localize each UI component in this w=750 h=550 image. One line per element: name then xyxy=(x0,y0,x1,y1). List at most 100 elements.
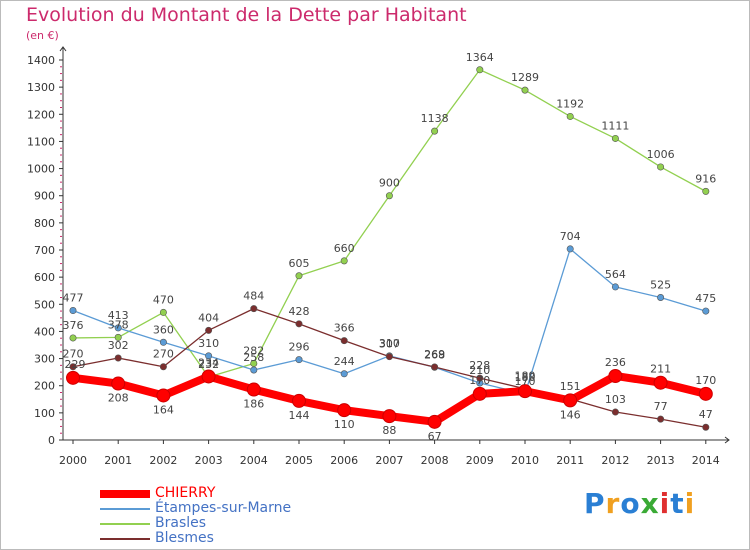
data-point-1 xyxy=(69,307,77,315)
legend-swatch-etampes xyxy=(100,507,150,510)
data-label-2: 1138 xyxy=(421,112,449,125)
data-label-3: 269 xyxy=(424,348,445,361)
data-label-1: 360 xyxy=(153,323,174,336)
y-tick-label: 500 xyxy=(34,298,55,311)
data-label-1: 170 xyxy=(515,375,536,388)
x-tick-label: 2002 xyxy=(149,454,177,467)
x-tick-label: 2013 xyxy=(647,454,675,467)
data-label-1: 564 xyxy=(605,268,626,281)
x-tick-label: 2000 xyxy=(59,454,87,467)
data-point-0 xyxy=(518,384,532,399)
data-label-0: 180 xyxy=(515,371,536,384)
data-label-3: 404 xyxy=(198,311,219,324)
data-point-0 xyxy=(292,393,306,408)
data-label-1: 525 xyxy=(650,279,671,292)
data-point-0 xyxy=(156,388,171,403)
data-label-0: 170 xyxy=(695,374,716,387)
data-point-0 xyxy=(246,382,261,397)
data-label-0: 164 xyxy=(153,403,174,416)
data-point-3 xyxy=(340,337,348,345)
data-label-3: 189 xyxy=(515,370,536,383)
y-tick-label: 600 xyxy=(34,271,55,284)
data-label-2: 1289 xyxy=(511,71,539,84)
data-point-1 xyxy=(702,307,710,315)
data-label-2: 1111 xyxy=(601,119,629,132)
y-tick-label: 1200 xyxy=(27,108,55,121)
y-tick-label: 1400 xyxy=(27,54,55,67)
data-label-0: 211 xyxy=(650,363,671,376)
y-tick-label: 800 xyxy=(34,217,55,230)
data-label-1: 258 xyxy=(243,351,264,364)
data-point-3 xyxy=(657,415,665,423)
data-label-2: 1006 xyxy=(647,148,675,161)
data-label-3: 428 xyxy=(289,305,310,318)
legend-label-etampes: Étampes-sur-Marne xyxy=(155,500,292,516)
data-point-0 xyxy=(563,393,578,408)
x-tick-label: 2004 xyxy=(240,454,268,467)
x-tick-label: 2001 xyxy=(104,454,132,467)
data-label-3: 47 xyxy=(699,408,713,421)
data-label-3: 228 xyxy=(469,359,490,372)
data-point-0 xyxy=(698,386,713,401)
data-point-2 xyxy=(566,112,574,120)
data-point-0 xyxy=(66,370,80,385)
data-label-3: 270 xyxy=(153,348,174,361)
legend-swatch-blesmes xyxy=(100,537,150,540)
legend-item-etampes: Étampes-sur-Marne xyxy=(100,501,291,516)
legend: CHIERRY Étampes-sur-Marne Brasles Blesme… xyxy=(100,486,291,546)
data-label-0: 88 xyxy=(382,424,396,437)
data-point-1 xyxy=(114,324,122,332)
x-axis-arrow xyxy=(724,436,730,444)
data-point-2 xyxy=(702,187,710,195)
legend-label-blesmes: Blesmes xyxy=(155,530,214,546)
data-label-2: 232 xyxy=(198,358,219,371)
data-point-2 xyxy=(611,134,619,142)
x-tick-label: 2011 xyxy=(556,454,584,467)
data-label-2: 900 xyxy=(379,177,400,190)
data-point-3 xyxy=(205,326,213,334)
brand-logo: Proxiti xyxy=(584,487,696,520)
data-label-0: 186 xyxy=(243,398,264,411)
data-point-1 xyxy=(611,283,619,291)
data-label-2: 470 xyxy=(153,293,174,306)
data-label-1: 310 xyxy=(198,337,219,350)
data-point-3 xyxy=(431,363,439,371)
data-point-0 xyxy=(427,414,442,429)
x-tick-label: 2009 xyxy=(466,454,494,467)
data-label-0: 110 xyxy=(334,418,355,431)
data-point-2 xyxy=(159,308,167,316)
data-label-3: 270 xyxy=(63,348,84,361)
data-label-1: 244 xyxy=(334,355,355,368)
y-tick-label: 1100 xyxy=(27,135,55,148)
y-axis-arrow xyxy=(59,46,67,52)
data-label-3: 366 xyxy=(334,322,355,335)
data-point-0 xyxy=(382,409,397,424)
x-tick-label: 2003 xyxy=(195,454,223,467)
data-label-3: 484 xyxy=(243,290,264,303)
data-point-2 xyxy=(385,192,393,200)
data-point-2 xyxy=(431,127,439,135)
data-point-1 xyxy=(159,338,167,346)
data-label-1: 477 xyxy=(63,292,84,305)
data-label-1: 210 xyxy=(469,364,490,377)
data-label-2: 1364 xyxy=(466,51,494,64)
y-tick-label: 1300 xyxy=(27,81,55,94)
data-point-2 xyxy=(69,334,77,342)
data-label-0: 236 xyxy=(605,356,626,369)
y-tick-label: 200 xyxy=(34,380,55,393)
y-tick-label: 700 xyxy=(34,244,55,257)
data-point-0 xyxy=(472,386,487,401)
data-point-3 xyxy=(69,363,77,371)
y-tick-label: 0 xyxy=(48,434,55,447)
data-label-2: 378 xyxy=(108,318,129,331)
chart-subtitle: (en €) xyxy=(26,29,59,42)
data-point-1 xyxy=(250,366,258,374)
data-label-2: 660 xyxy=(334,242,355,255)
data-label-1: 704 xyxy=(560,230,581,243)
data-label-1: 268 xyxy=(424,348,445,361)
data-point-1 xyxy=(566,245,574,253)
legend-label-chierry: CHIERRY xyxy=(155,485,216,501)
y-tick-label: 1000 xyxy=(27,163,55,176)
y-tick-label: 400 xyxy=(34,325,55,338)
